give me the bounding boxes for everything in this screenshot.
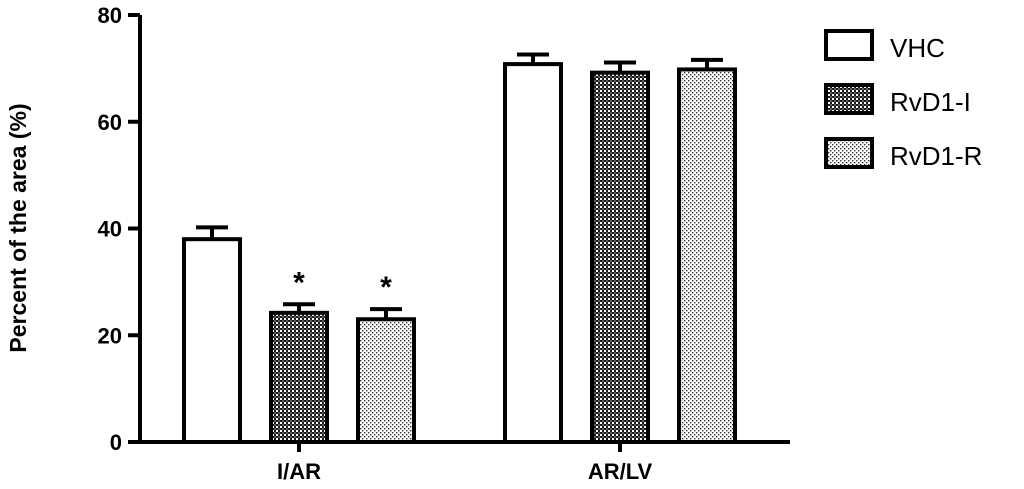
bar-rvd1-r-ar-lv — [677, 67, 737, 444]
significance-marker: * — [380, 271, 392, 304]
y-tick-label: 20 — [98, 323, 122, 348]
plot-area: 0 20 40 60 80 I/AR AR/LV * * — [98, 3, 790, 484]
legend-swatch — [824, 29, 874, 61]
significance-marker: * — [293, 266, 305, 299]
x-category-label: AR/LV — [588, 459, 653, 484]
legend-swatch — [824, 83, 874, 115]
legend-swatch — [824, 137, 874, 169]
y-tick-label: 60 — [98, 110, 122, 135]
y-tick-label: 80 — [98, 3, 122, 28]
x-category-label: I/AR — [277, 459, 321, 484]
bar-rvd1-i-ar-lv — [590, 70, 650, 445]
legend: VHC RvD1-I RvD1-R — [824, 29, 982, 171]
bar-vhc-ar-lv — [503, 62, 563, 444]
bar-vhc-i-ar — [182, 237, 242, 444]
legend-label: VHC — [890, 33, 945, 63]
y-tick-label: 40 — [98, 217, 122, 242]
y-tick-label: 0 — [110, 430, 122, 455]
bar-rvd1-r-i-ar — [356, 317, 416, 444]
legend-label: RvD1-I — [890, 87, 971, 117]
bar-rvd1-i-i-ar — [269, 310, 329, 444]
y-axis-label: Percent of the area (%) — [5, 103, 31, 352]
legend-label: RvD1-R — [890, 141, 982, 171]
